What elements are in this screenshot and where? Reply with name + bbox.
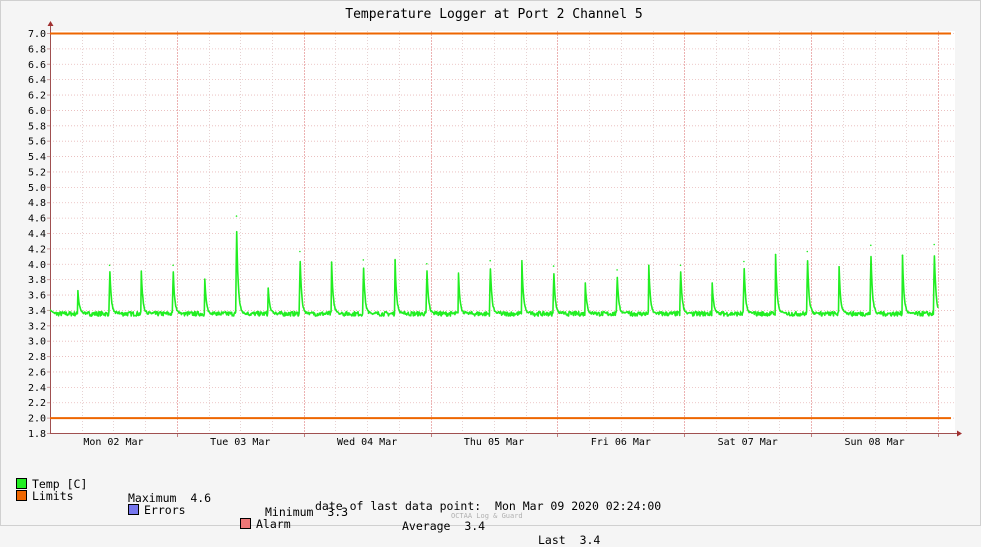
y-tick-label: 6.8: [28, 44, 46, 55]
x-axis-arrow: [957, 430, 962, 437]
series-layer: [49, 32, 951, 420]
max-label: Maximum: [128, 491, 177, 505]
max-value: 4.6: [190, 491, 212, 505]
y-tick-label: 3.2: [28, 321, 46, 332]
avg-value: 3.4: [464, 519, 486, 533]
x-tick-label: Sun 08 Mar: [844, 437, 904, 448]
legend-row-keys: Limits Errors Alarm: [16, 475, 291, 531]
y-tick-label: 6.0: [28, 106, 46, 117]
limits-label: Limits: [32, 489, 74, 503]
temp-peak-point: [426, 263, 428, 265]
y-tick-label: 3.4: [28, 306, 46, 317]
temp-peak-point: [806, 250, 809, 253]
last-point-label: date of last data point:: [315, 499, 482, 513]
y-tick-label: 5.0: [28, 183, 46, 194]
y-tick-label: 5.8: [28, 121, 46, 132]
temp-peak-point: [743, 260, 745, 263]
temp-peak-point: [584, 282, 587, 284]
x-tick-label: Wed 04 Mar: [337, 437, 397, 448]
temp-peak-point: [870, 244, 872, 247]
legend-temp: Temp [C]: [16, 477, 87, 491]
y-tick-label: 2.2: [28, 398, 46, 409]
temp-peak-point: [521, 259, 523, 262]
temp-swatch: [16, 478, 27, 489]
y-tick-label: 4.0: [28, 260, 46, 271]
stat-minimum: Minimum 3.3: [265, 505, 348, 519]
temp-peak-point: [235, 215, 238, 217]
chart-title: Temperature Logger at Port 2 Channel 5: [345, 7, 642, 22]
stat-last: Last 3.4: [538, 533, 600, 547]
y-tick-label: 4.8: [28, 198, 46, 209]
temp-peak-point: [204, 278, 206, 281]
temp-peak-point: [774, 253, 777, 256]
legend-errors: Errors: [128, 503, 186, 517]
legend-limits: Limits: [16, 489, 74, 503]
y-tick-label: 3.8: [28, 275, 46, 286]
x-tick-label: Sat 07 Mar: [718, 437, 778, 448]
temp-peak-point: [362, 259, 365, 261]
temp-peak-point: [77, 289, 79, 292]
temp-peak-point: [552, 265, 555, 267]
temp-peak-point: [140, 270, 143, 273]
y-tick-label: 6.6: [28, 60, 46, 71]
temp-peak-point: [679, 264, 682, 267]
last-value: 3.4: [579, 533, 601, 547]
temp-peak-point: [901, 254, 904, 257]
y-tick-label: 2.8: [28, 352, 46, 363]
y-tick-label: 4.6: [28, 214, 46, 225]
temp-peak-point: [172, 264, 174, 267]
temp-peak-point: [711, 282, 713, 284]
temp-peak-point: [394, 259, 396, 262]
credit-text: OCTAA Log & Guard: [451, 512, 523, 520]
y-tick-label: 3.0: [28, 337, 46, 348]
y-tick-label: 6.4: [28, 75, 46, 86]
x-tick-label: Thu 05 Mar: [464, 437, 524, 448]
min-value: 3.3: [327, 505, 349, 519]
x-tick-label: Mon 02 Mar: [83, 437, 143, 448]
last-data-point: date of last data point: Mon Mar 09 2020…: [315, 499, 661, 513]
temp-peak-point: [267, 287, 270, 290]
temp-peak-point: [933, 243, 935, 246]
limits-swatch: [16, 490, 27, 501]
errors-label: Errors: [144, 503, 186, 517]
y-tick-label: 5.6: [28, 137, 46, 148]
temp-peak-point: [330, 261, 333, 264]
y-axis-arrow: [47, 21, 54, 26]
chart-area: Temperature Logger at Port 2 Channel 5 1…: [28, 7, 962, 448]
y-tick-label: 3.6: [28, 291, 46, 302]
stat-maximum: Maximum 4.6: [128, 491, 211, 505]
y-tick-label: 6.2: [28, 91, 46, 102]
temp-peak-point: [838, 266, 840, 268]
last-label: Last: [538, 533, 566, 547]
y-tick-label: 2.0: [28, 414, 46, 425]
last-point-value: Mon Mar 09 2020 02:24:00: [495, 499, 662, 513]
axes: 1.8 2.0 2.2 2.4 2.6 2.8 3.0 3.2 3.4 3.6 3.8 4.0 4.2 4…: [28, 21, 962, 448]
y-tick-label: 5.4: [28, 152, 46, 163]
alarm-label: Alarm: [256, 517, 291, 531]
temp-peak-point: [457, 272, 460, 274]
y-tick-label: 2.4: [28, 383, 46, 394]
min-label: Minimum: [265, 505, 314, 519]
avg-label: Average: [402, 519, 451, 533]
temp-series-line: [49, 230, 939, 317]
temp-peak-point: [108, 264, 111, 267]
y-tick-label: 4.4: [28, 229, 46, 240]
x-tick-label: Fri 06 Mar: [591, 437, 651, 448]
plot-background: [50, 31, 955, 433]
stat-average: Average 3.4: [402, 519, 485, 533]
y-tick-label: 1.8: [28, 429, 46, 440]
alarm-swatch: [240, 518, 251, 529]
errors-swatch: [128, 504, 139, 515]
temp-peak-point: [299, 250, 301, 253]
y-tick-label: 2.6: [28, 367, 46, 378]
temp-peak-point: [616, 269, 618, 271]
temp-label: Temp [C]: [32, 477, 88, 491]
temp-peak-point: [489, 259, 492, 262]
legend-alarm: Alarm: [240, 517, 291, 531]
y-tick-label: 5.2: [28, 167, 46, 178]
y-tick-label: 7.0: [28, 29, 46, 40]
x-tick-label: Tue 03 Mar: [210, 437, 270, 448]
y-tick-label: 4.2: [28, 244, 46, 255]
temp-peak-point: [648, 264, 650, 267]
